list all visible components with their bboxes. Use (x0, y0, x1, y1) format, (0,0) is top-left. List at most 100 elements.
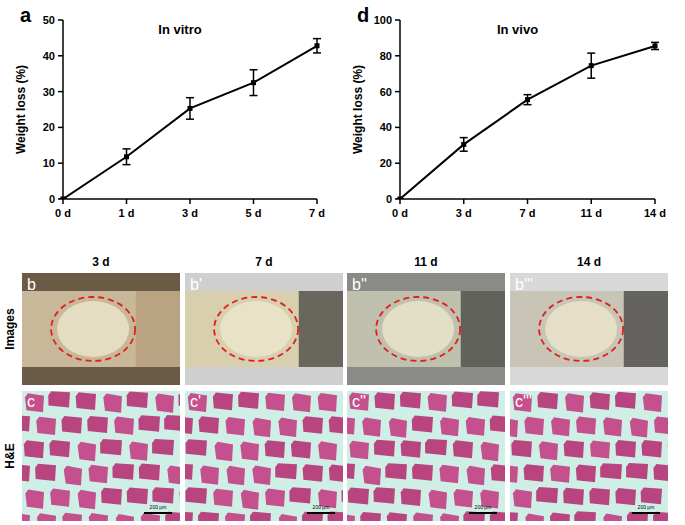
panel-letter: b'' (352, 276, 367, 293)
muscle-fiber (360, 512, 381, 521)
scale-bar (144, 512, 172, 514)
photo-content (22, 273, 180, 385)
muscle-fiber (100, 439, 122, 455)
implant (382, 301, 454, 357)
panel-letter: c''' (515, 393, 532, 410)
photo-bg (347, 273, 505, 385)
scale-bar (307, 512, 335, 514)
muscle-fiber (78, 442, 96, 462)
muscle-fiber (428, 393, 447, 412)
y-tick-label: 40 (43, 50, 55, 62)
y-tick (395, 127, 400, 129)
muscle-fiber (36, 417, 56, 435)
panel-letter: d (357, 4, 369, 26)
muscle-fiber (481, 442, 499, 462)
muscle-fiber (278, 418, 297, 437)
panel-letter: b' (190, 276, 202, 293)
histology: 200 μm c''' (476, 367, 685, 525)
muscle-fiber (466, 417, 485, 436)
muscle-fiber (362, 417, 381, 436)
muscle-fiber (127, 488, 148, 505)
muscle-fiber (524, 464, 544, 482)
data-group (59, 39, 321, 199)
skin (461, 291, 505, 367)
y-tick (395, 91, 400, 93)
x-tick (62, 199, 64, 204)
muscle-fiber (513, 393, 532, 412)
x-tick (654, 199, 656, 204)
muscle-fiber (564, 440, 584, 458)
muscle-fiber (429, 490, 447, 510)
muscle-fiber (103, 393, 122, 412)
x-tick (591, 199, 593, 204)
y-tick (58, 55, 63, 57)
tissue (185, 291, 343, 367)
photo-bg (510, 273, 668, 385)
scale-bar-label: 200 μm (475, 504, 492, 510)
implant (545, 301, 617, 357)
y-tick-label: 60 (380, 86, 392, 98)
muscle-fiber (200, 465, 219, 484)
error-bar (587, 53, 595, 78)
panel-letter: b (27, 276, 36, 293)
muscle-fiber (349, 393, 369, 411)
muscle-fiber (138, 415, 160, 431)
muscle-fiber (129, 441, 148, 460)
skin (624, 291, 668, 367)
muscle-fiber (590, 392, 610, 410)
panel-letter: a (20, 4, 32, 26)
time-label: 14 d (577, 255, 601, 269)
y-tick (395, 19, 400, 21)
implant (57, 301, 129, 357)
time-label: 7 d (255, 255, 272, 269)
histology-content (22, 391, 180, 521)
y-tick (395, 55, 400, 57)
muscle-fiber (240, 441, 259, 460)
muscle-fiber (537, 392, 558, 409)
muscle-fiber (453, 440, 473, 458)
implant (220, 301, 292, 357)
muscle-fiber (343, 392, 344, 410)
x-tick-label: 7 d (309, 207, 325, 219)
muscle-fiber (348, 488, 369, 505)
panel-letter: c'' (352, 393, 366, 410)
muscle-fiber (152, 439, 174, 455)
muscle-fiber (576, 417, 596, 435)
muscle-fiber (341, 487, 343, 503)
photo-bg (22, 273, 180, 385)
muscle-fiber (626, 463, 648, 479)
muscle-fiber (62, 513, 82, 521)
photo-content (347, 273, 505, 385)
x-tick-label: 7 d (520, 207, 536, 219)
muscle-fiber (78, 490, 96, 510)
scale-bar (469, 512, 497, 514)
muscle-fiber (50, 489, 70, 507)
muscle-fiber (185, 416, 193, 434)
error-bar (460, 138, 468, 152)
time-label: 11 d (414, 255, 437, 269)
muscle-fiber (87, 416, 108, 433)
muscle-fiber (550, 512, 570, 521)
y-tick (395, 162, 400, 164)
muscle-fiber (101, 488, 122, 505)
marker (398, 197, 403, 200)
muscle-fiber (114, 417, 134, 435)
y-tick-label: 80 (380, 50, 392, 62)
y-tick-label: 100 (374, 14, 392, 26)
muscle-fiber (385, 463, 407, 479)
muscle-fiber (213, 489, 233, 507)
muscle-fiber (524, 417, 544, 435)
muscle-fiber (188, 393, 207, 412)
muscle-fiber (563, 488, 584, 505)
error-cap (313, 38, 321, 40)
x-tick (189, 199, 191, 204)
x-tick-label: 11 d (581, 207, 602, 219)
error-bar (186, 98, 194, 119)
muscle-fiber (603, 513, 622, 521)
error-bar (250, 70, 258, 96)
x-tick-label: 1 d (119, 207, 135, 219)
muscle-fiber (279, 514, 297, 521)
x-tick (463, 199, 465, 204)
muscle-fiber (185, 463, 193, 479)
muscle-fiber (215, 442, 233, 462)
